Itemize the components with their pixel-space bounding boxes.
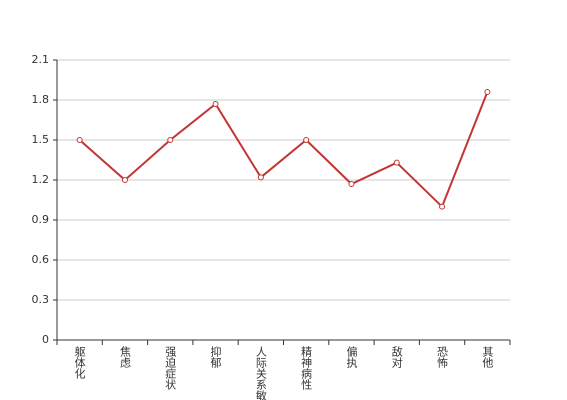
y-tick-label: 1.5 xyxy=(32,133,50,146)
y-tick-label: 0.6 xyxy=(32,253,50,266)
point xyxy=(393,159,400,166)
y-tick-label: 0 xyxy=(42,333,49,346)
y-tick-label: 0.3 xyxy=(32,293,50,306)
x-tick-label: 人际关系敏感 xyxy=(254,346,267,400)
x-tick-label: 躯体化 xyxy=(73,346,86,380)
point xyxy=(76,137,83,143)
y-tick-label: 0.9 xyxy=(32,213,50,226)
y-tick-label: 2.1 xyxy=(32,53,50,66)
point xyxy=(348,181,355,187)
x-tick-label: 其他 xyxy=(481,346,494,368)
x-tick-label: 精神病性 xyxy=(300,346,313,391)
point xyxy=(121,177,128,183)
point xyxy=(303,137,310,143)
point xyxy=(167,137,174,143)
y-tick-label: 1.8 xyxy=(32,93,50,106)
point xyxy=(212,101,219,107)
point xyxy=(439,203,446,210)
x-tick-label: 偏执 xyxy=(345,345,358,369)
x-tick-label: 恐怖 xyxy=(436,346,449,368)
x-tick-label: 强迫症状 xyxy=(164,346,177,390)
point xyxy=(484,89,491,95)
line xyxy=(78,91,489,209)
x-tick-label: 焦虑 xyxy=(118,346,131,368)
x-tick-label: 抑郁 xyxy=(209,345,222,368)
x-tick-label: 敌对 xyxy=(390,345,403,368)
y-tick-label: 1.2 xyxy=(32,173,50,186)
point xyxy=(257,174,264,181)
